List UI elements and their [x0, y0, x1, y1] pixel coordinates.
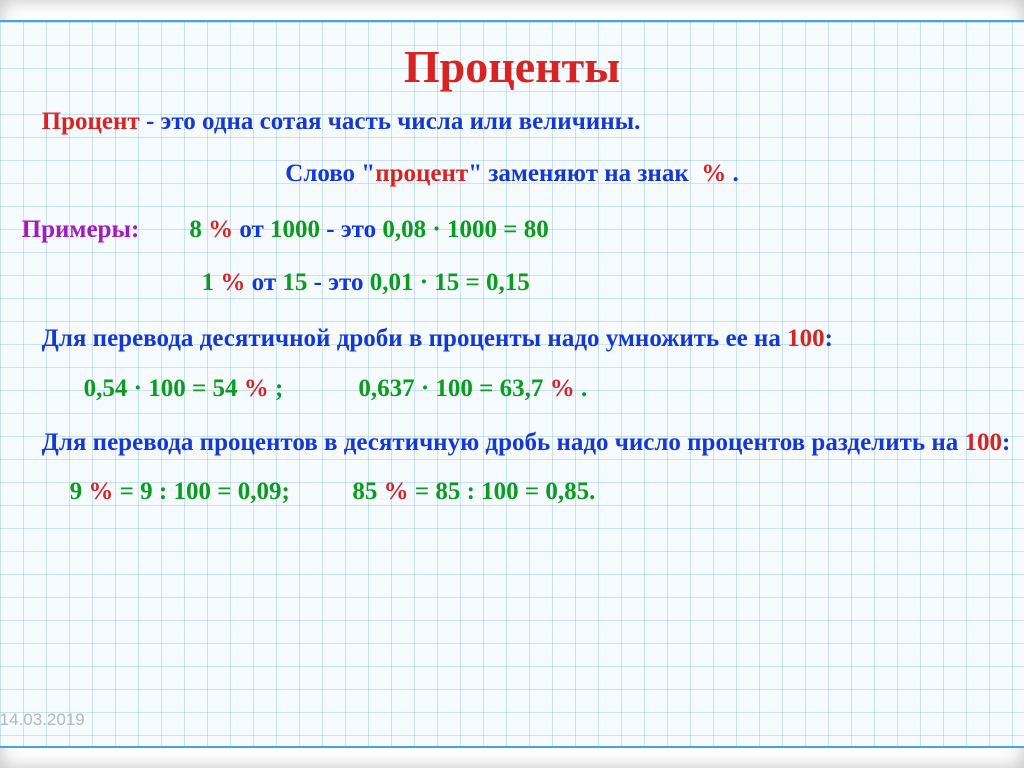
example-1: Примеры: 8 % от 1000 - это 0,08 · 1000 =…	[14, 213, 1011, 247]
example-2: 1 % от 15 - это 0,01 · 15 = 0,15	[14, 266, 1011, 300]
rule2-examples: 9 % = 9 : 100 = 0,09; 85 % = 85 : 100 = …	[14, 475, 1011, 509]
rule-decimal-to-percent: Для перевода десятичной дроби в проценты…	[14, 322, 1011, 356]
grid-sheet: Проценты Процент - это одна сотая часть …	[0, 20, 1024, 748]
slide-date: 14.03.2019	[0, 710, 85, 730]
rule1-examples: 0,54 · 100 = 54 % ; 0,637 · 100 = 63,7 %…	[14, 372, 1011, 406]
sign-line: Слово "процент" заменяют на знак % .	[14, 157, 1011, 191]
definition-line: Процент - это одна сотая часть числа или…	[14, 105, 1011, 139]
slide-frame: Проценты Процент - это одна сотая часть …	[0, 0, 1024, 768]
rule-percent-to-decimal: Для перевода процентов в десятичную дроб…	[14, 426, 1011, 460]
title: Проценты	[14, 40, 1011, 93]
